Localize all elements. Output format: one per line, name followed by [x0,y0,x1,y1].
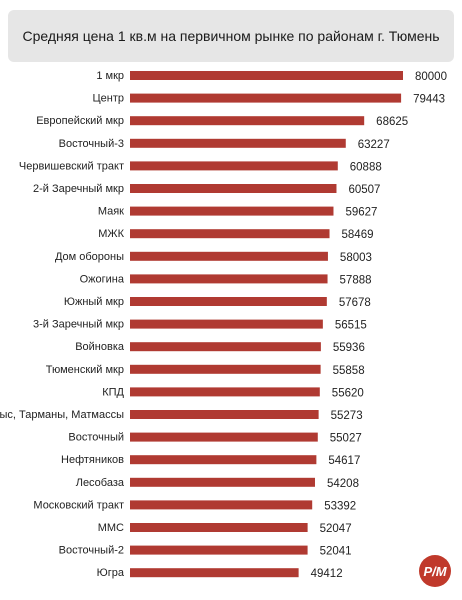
category-label: Южный мкр [64,296,124,308]
value-label: 53392 [324,500,356,512]
category-label: Московский тракт [33,499,124,511]
category-label: Восточный [68,432,124,444]
category-label: Ожогина [80,273,125,285]
bar [130,71,403,80]
bar [130,545,308,555]
value-label: 58469 [342,229,374,241]
value-label: 59627 [345,207,377,219]
bar [130,206,334,216]
value-label: 56515 [335,320,367,332]
bar [130,477,315,487]
value-label: 55620 [332,387,364,399]
category-label: МЖК [98,228,124,240]
bar [130,229,330,239]
bar [130,455,317,465]
value-label: 80000 [415,71,447,83]
bar [130,364,321,374]
bar [130,161,338,171]
value-label: 58003 [340,252,372,264]
value-label: 57888 [340,274,372,286]
bar [130,138,346,148]
value-label: 60888 [350,161,382,173]
value-label: 68625 [376,116,408,128]
bar [130,319,323,329]
bar [130,432,318,442]
chart-title-box: Средняя цена 1 кв.м на первичном рынке п… [8,10,454,62]
category-label: Мыс, Тарманы, Матмассы [0,409,124,421]
category-label: КПД [102,386,124,398]
category-label: Восточный-3 [59,138,124,150]
value-label: 63227 [358,139,390,151]
category-label: Дом обороны [55,251,124,263]
bar [130,523,308,532]
bar [130,500,313,510]
bar [130,274,328,284]
value-label: 79443 [413,94,445,106]
category-label: Лесобаза [76,477,125,489]
bar [130,116,365,126]
bar [130,93,402,103]
category-label: Войновка [75,341,125,353]
value-label: 57678 [339,297,371,309]
value-label: 55936 [333,342,365,354]
value-label: 55273 [331,410,363,422]
value-label: 55858 [333,365,365,377]
value-label: 54208 [327,478,359,490]
value-label: 52047 [320,523,352,535]
category-label: Червишевский тракт [19,160,124,172]
bar [130,342,321,352]
value-label: 49412 [311,568,343,580]
category-label: Европейский мкр [36,115,124,127]
category-label: Тюменский мкр [46,364,124,376]
bar [130,251,328,261]
category-label: 3-й Заречный мкр [33,319,124,331]
category-label: ММС [98,522,124,534]
category-label: Маяк [98,206,124,218]
value-label: 54617 [328,455,360,467]
bar [130,297,327,306]
value-label: 60507 [348,184,380,196]
category-label: Центр [93,93,125,105]
bar [130,387,320,397]
value-label: 52041 [320,546,352,558]
bar [130,410,319,419]
chart-title: Средняя цена 1 кв.м на первичном рынке п… [22,28,440,44]
category-label: 2-й Заречный мкр [33,183,124,195]
category-label: Восточный-2 [59,545,124,557]
bar [130,184,337,193]
category-label: 1 мкр [96,70,124,82]
value-label: 55027 [330,433,362,445]
bar [130,568,299,578]
category-label: Югра [97,567,125,579]
category-label: Нефтяников [61,454,124,466]
brand-logo-icon: Р/М [419,555,451,587]
